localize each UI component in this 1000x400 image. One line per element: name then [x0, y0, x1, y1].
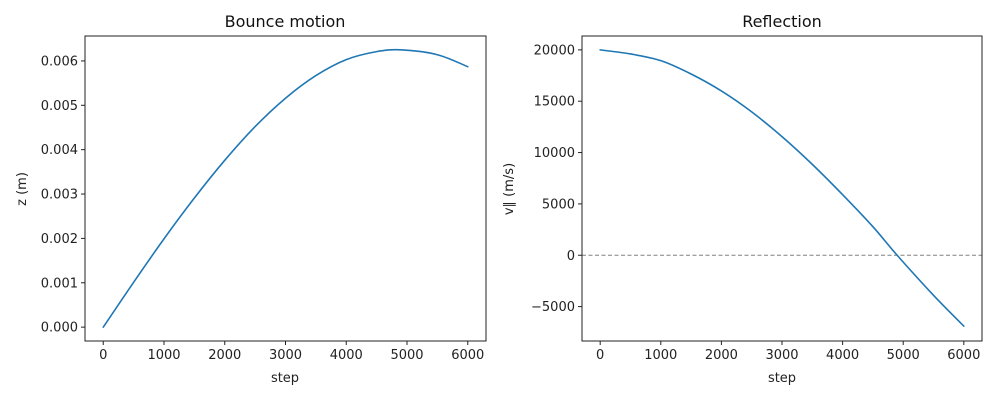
x-tick-label: 6000 — [947, 348, 980, 363]
x-tick-label: 4000 — [330, 348, 363, 363]
y-axis-label: v∥ (m/s) — [502, 163, 517, 215]
y-axis-label: z (m) — [15, 172, 30, 206]
x-tick-label: 0 — [596, 348, 604, 363]
x-tick-label: 1000 — [147, 348, 180, 363]
y-tick-label: 15000 — [534, 95, 575, 110]
x-tick-label: 6000 — [451, 348, 484, 363]
series-line — [599, 49, 965, 327]
y-tick-label: 0.001 — [41, 276, 78, 291]
y-tick-label: 0.000 — [41, 321, 78, 336]
chart-title: Bounce motion — [225, 12, 346, 31]
series-line — [102, 48, 469, 328]
x-tick-label: 5000 — [390, 348, 423, 363]
chart-title: Reflection — [742, 12, 822, 31]
axes-frame — [581, 35, 983, 342]
x-axis-label: step — [768, 371, 796, 386]
y-tick-label: 5000 — [542, 197, 575, 212]
y-tick-label: 0.005 — [41, 99, 78, 114]
axes-frame — [84, 35, 487, 342]
y-tick-label: 20000 — [534, 43, 575, 58]
reflection-panel: Reflection step v∥ (m/s) 0 1000 2000 3000 40… — [502, 12, 983, 386]
tick-group: 0 1000 2000 3000 4000 5000 6000 −5000 0 5000 10000… — [531, 43, 980, 363]
x-tick-label: 2000 — [208, 348, 241, 363]
x-tick-label: 4000 — [826, 348, 859, 363]
x-tick-label: 5000 — [887, 348, 920, 363]
x-tick-label: 3000 — [765, 348, 798, 363]
y-tick-label: 0.006 — [41, 54, 78, 69]
plot-area — [102, 48, 469, 328]
bounce-motion-panel: Bounce motion step z (m) 0 1000 2000 3000 40… — [15, 12, 487, 386]
tick-group: 0 1000 2000 3000 4000 5000 6000 0.000 0.001 0.002… — [41, 54, 485, 363]
y-tick-label: 10000 — [534, 146, 575, 161]
x-tick-label: 0 — [99, 348, 107, 363]
x-tick-label: 2000 — [705, 348, 738, 363]
y-tick-label: 0.003 — [41, 188, 78, 203]
plot-area — [582, 49, 982, 327]
y-tick-label: 0.002 — [41, 232, 78, 247]
y-tick-label: 0 — [567, 249, 575, 264]
y-tick-label: 0.004 — [41, 143, 78, 158]
x-axis-label: step — [271, 371, 299, 386]
x-tick-label: 1000 — [644, 348, 677, 363]
y-tick-label: −5000 — [531, 300, 575, 315]
x-tick-label: 3000 — [269, 348, 302, 363]
